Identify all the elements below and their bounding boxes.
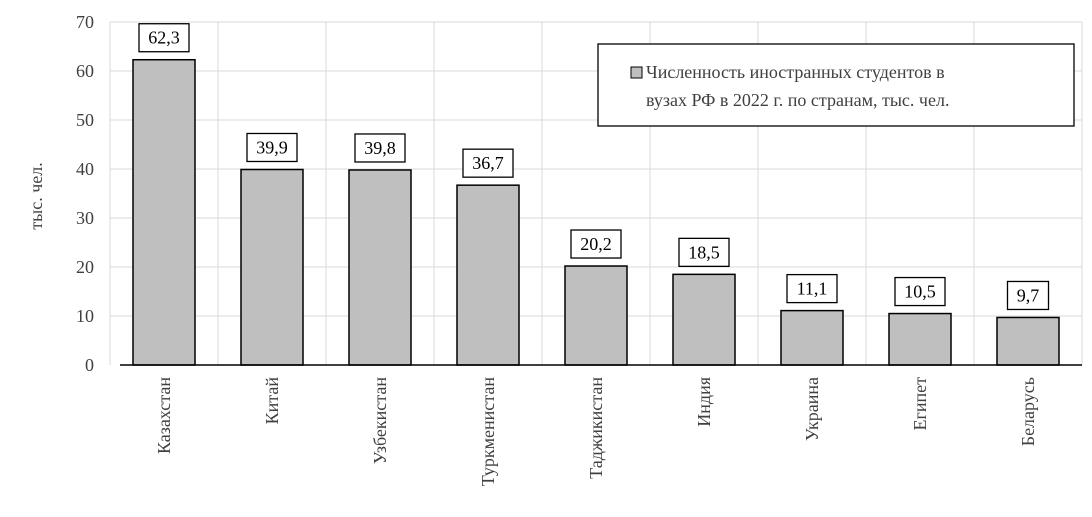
y-tick-label: 30 [76, 208, 94, 228]
bar [132, 58, 196, 366]
bar [780, 309, 844, 366]
data-label: 39,9 [256, 137, 288, 157]
y-tick-label: 60 [76, 61, 94, 81]
data-label-box [1006, 280, 1050, 311]
data-label: 10,5 [904, 282, 936, 302]
data-label-box [786, 273, 838, 304]
y-tick-label: 20 [76, 257, 94, 277]
y-tick-label: 10 [76, 306, 94, 326]
bar [456, 184, 520, 366]
y-tick-label: 70 [76, 12, 94, 32]
data-label: 36,7 [472, 153, 504, 173]
y-axis-label: тыс. чел. [26, 162, 46, 229]
bar [348, 169, 412, 366]
data-label-box [894, 276, 946, 307]
legend: Численность иностранных студентов в вуза… [597, 43, 1075, 127]
x-tick-label: Беларусь [1018, 377, 1038, 446]
x-tick-label: Узбекистан [370, 377, 390, 465]
y-tick-label: 40 [76, 159, 94, 179]
x-tick-label: Китай [262, 377, 282, 425]
x-tick-label: Таджикистан [586, 377, 606, 479]
legend-entry-line-2: вузах РФ в 2022 г. по странам, тыс. чел. [646, 90, 949, 110]
bar [240, 168, 304, 366]
data-label: 9,7 [1017, 285, 1040, 305]
x-tick-label: Украина [802, 377, 822, 441]
legend-swatch [630, 66, 643, 79]
x-axis-ticks: Казахстан Китай Узбекистан Туркменистан Тадж… [154, 377, 1038, 487]
bar [888, 312, 952, 366]
data-label-box [678, 237, 730, 268]
y-tick-label: 50 [76, 110, 94, 130]
y-axis-ticks: 0 10 20 30 40 50 60 70 [76, 12, 94, 375]
bars: 62,3 39,9 39,8 36,7 20,2 18,5 11,1 10,5 9,7 [132, 23, 1060, 366]
data-label-box [138, 23, 190, 53]
bar [564, 265, 628, 366]
data-label-box [570, 229, 622, 259]
data-label: 62,3 [148, 28, 180, 48]
bar [996, 316, 1060, 366]
data-label: 18,5 [688, 242, 720, 262]
data-label-box [354, 133, 406, 163]
x-tick-label: Египет [910, 377, 930, 431]
data-label: 20,2 [580, 234, 612, 254]
data-label: 11,1 [797, 279, 828, 299]
x-tick-label: Казахстан [154, 377, 174, 454]
data-label-box [462, 148, 514, 178]
x-tick-label: Туркменистан [478, 377, 498, 487]
y-tick-label: 0 [85, 355, 94, 375]
bar [672, 273, 736, 366]
legend-box [597, 43, 1075, 127]
x-tick-label: Индия [694, 377, 714, 427]
data-label: 39,8 [364, 138, 396, 158]
legend-entry-line-1: Численность иностранных студентов в [646, 62, 945, 82]
data-label-box [246, 132, 298, 163]
